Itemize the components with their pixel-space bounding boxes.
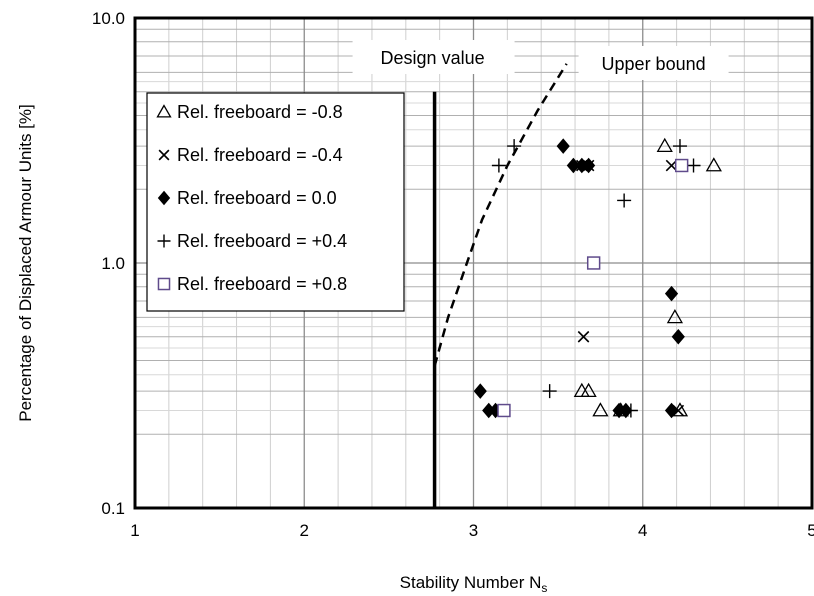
legend-label: Rel. freeboard = +0.8 [177, 274, 347, 294]
data-points [473, 137, 722, 419]
legend-symbol-cross [158, 149, 170, 161]
y-tick-label: 0.1 [101, 499, 125, 518]
x-tick-label: 2 [300, 521, 309, 540]
data-point-square [674, 158, 689, 173]
upper-bound-label: Upper bound [602, 54, 706, 74]
x-tick-label: 1 [130, 521, 139, 540]
data-point-triangle [656, 137, 673, 153]
data-point-plus [686, 158, 701, 173]
data-point-diamond [671, 328, 685, 345]
upper-bound-curve [433, 63, 568, 367]
legend-box [146, 92, 405, 312]
data-point-plus [507, 139, 522, 154]
data-point-triangle [580, 382, 597, 398]
data-point-plus [672, 139, 687, 154]
upper-bound-label-box [578, 46, 729, 80]
x-axis-title-text: Stability Number N [400, 573, 542, 592]
legend-label: Rel. freeboard = +0.4 [177, 231, 347, 251]
y-axis-title: Percentage of Displaced Armour Units [%] [16, 104, 35, 421]
design-value-label-box [352, 40, 515, 74]
x-tick-labels: 1 2 3 4 5 [130, 521, 814, 540]
x-tick-label: 3 [469, 521, 478, 540]
y-tick-label: 1.0 [101, 254, 125, 273]
data-point-diamond [556, 138, 570, 154]
data-point-plus [617, 193, 632, 208]
legend-label: Rel. freeboard = -0.4 [177, 145, 343, 165]
data-point-triangle [666, 309, 684, 324]
data-point-cross [577, 330, 590, 343]
y-tick-label: 10.0 [92, 9, 125, 28]
data-point-plus [623, 403, 638, 418]
legend-label: Rel. freeboard = 0.0 [177, 188, 337, 208]
data-point-triangle [705, 157, 722, 172]
plot-area-frame [133, 16, 814, 510]
data-point-plus [491, 158, 506, 173]
data-point-diamond [664, 402, 679, 419]
x-axis-title-subscript: s [541, 581, 547, 595]
legend-symbol-square [157, 277, 171, 291]
design-value-label: Design value [381, 48, 485, 68]
data-point-diamond [473, 383, 487, 399]
annotations: Design value Upper bound [352, 40, 729, 508]
legend-symbol-plus [157, 234, 171, 248]
data-point-diamond [581, 157, 596, 174]
x-tick-label: 5 [807, 521, 814, 540]
legend-label: Rel. freeboard = -0.8 [177, 102, 343, 122]
data-point-diamond [664, 285, 679, 302]
data-point-square [586, 256, 601, 270]
data-point-triangle [592, 402, 609, 417]
x-tick-label: 4 [638, 521, 647, 540]
data-point-square [497, 403, 511, 418]
x-axis-title: Stability Number Ns [400, 573, 548, 595]
data-point-plus [542, 384, 557, 399]
legend-symbol-triangle [156, 104, 172, 118]
y-tick-labels: 0.1 1.0 10.0 [92, 9, 125, 518]
legend: Rel. freeboard = -0.8 Rel. freeboard = -0… [146, 92, 405, 312]
legend-symbol-diamond [157, 190, 171, 206]
